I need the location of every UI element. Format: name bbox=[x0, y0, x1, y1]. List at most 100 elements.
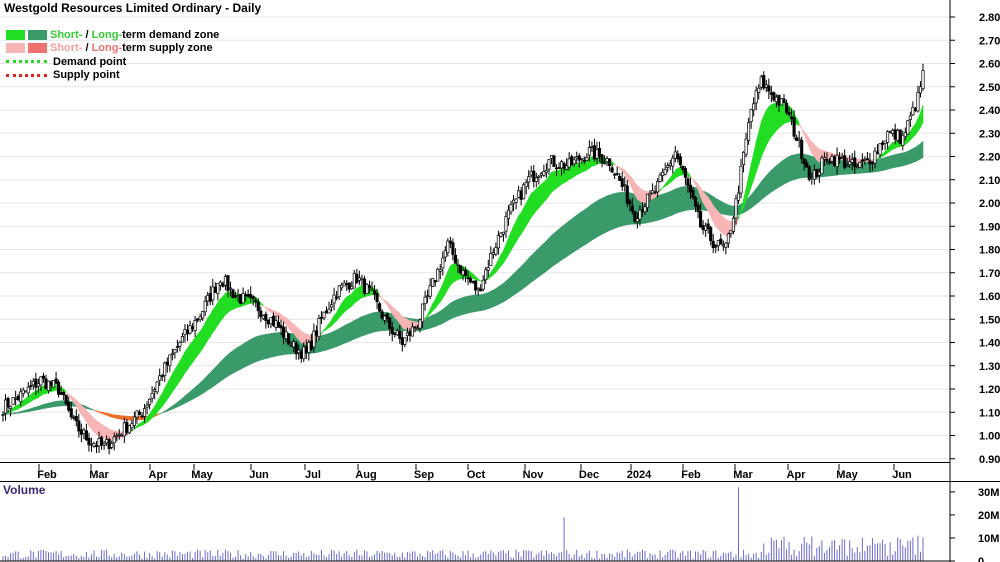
candle-body bbox=[415, 327, 420, 330]
demand-zone-segment bbox=[723, 202, 727, 216]
demand-zone-segment bbox=[781, 159, 785, 187]
candle-body bbox=[261, 315, 265, 319]
candle-body bbox=[474, 280, 478, 291]
demand-zone-segment bbox=[768, 103, 772, 142]
candle-body bbox=[158, 375, 162, 381]
demand-zone-segment bbox=[599, 197, 603, 237]
demand-zone-segment bbox=[450, 301, 454, 320]
demand-zone-segment bbox=[88, 407, 92, 411]
candle-body bbox=[888, 131, 892, 134]
demand-zone-segment bbox=[434, 312, 439, 327]
supply-zone-segment bbox=[801, 127, 805, 136]
demand-zone-segment bbox=[889, 141, 893, 152]
candle-body bbox=[132, 416, 136, 426]
demand-zone-segment bbox=[768, 169, 772, 195]
demand-zone-segment bbox=[680, 186, 684, 213]
demand-zone-segment bbox=[750, 153, 754, 188]
candle-body bbox=[721, 244, 725, 247]
candle-body bbox=[352, 272, 356, 289]
demand-zone-segment bbox=[343, 323, 348, 344]
candle-body bbox=[827, 161, 832, 164]
demand-zone-segment bbox=[189, 388, 193, 402]
demand-zone-segment bbox=[333, 329, 337, 348]
demand-zone-segment bbox=[717, 199, 722, 215]
candle-body bbox=[795, 137, 799, 141]
demand-zone-segment bbox=[586, 205, 590, 245]
demand-zone-segment bbox=[91, 408, 95, 411]
candle-body bbox=[699, 211, 703, 228]
candle-body bbox=[764, 84, 768, 88]
candle-body bbox=[651, 190, 655, 194]
legend-sep: / bbox=[82, 28, 92, 41]
time-tick-label: Apr bbox=[149, 469, 169, 481]
candle-body bbox=[49, 381, 53, 386]
demand-zone-segment bbox=[917, 112, 921, 133]
demand-zone-segment bbox=[159, 392, 163, 411]
time-tick-label: Feb bbox=[681, 469, 701, 481]
demand-zone-segment bbox=[439, 283, 444, 303]
demand-zone-segment bbox=[910, 148, 914, 164]
demand-zone-segment bbox=[43, 403, 47, 409]
candle-body bbox=[613, 173, 617, 176]
demand-zone-segment bbox=[520, 263, 524, 291]
candle-body bbox=[9, 406, 13, 410]
candle-body bbox=[223, 276, 227, 286]
candle-body bbox=[19, 391, 23, 403]
candle-body bbox=[405, 332, 409, 336]
candle-body bbox=[276, 321, 281, 328]
candle-body bbox=[127, 425, 131, 434]
demand-zone-segment bbox=[510, 273, 514, 298]
demand-zone-segment bbox=[920, 104, 924, 128]
demand-zone-segment bbox=[477, 278, 481, 282]
demand-zone-segment bbox=[326, 332, 330, 351]
supply-zone-segment bbox=[639, 187, 643, 204]
demand-zone-segment bbox=[369, 312, 373, 334]
candle-body bbox=[671, 157, 675, 167]
candle-body bbox=[539, 173, 543, 176]
demand-zone-segment bbox=[654, 195, 658, 222]
candle-body bbox=[208, 293, 212, 302]
candle-body bbox=[519, 190, 523, 200]
legend-long-supply-swatch bbox=[28, 43, 47, 54]
candle-body bbox=[615, 173, 619, 175]
candle-body bbox=[29, 385, 33, 388]
demand-zone-segment bbox=[30, 391, 34, 403]
candle-body bbox=[678, 156, 682, 166]
candle-body bbox=[302, 346, 306, 360]
candle-body bbox=[787, 112, 791, 115]
candle-body bbox=[868, 160, 872, 165]
demand-zone-segment bbox=[230, 350, 234, 376]
candle-body bbox=[620, 178, 624, 187]
demand-zone-segment bbox=[902, 151, 906, 167]
candle-body bbox=[481, 279, 485, 290]
demand-zone-segment bbox=[753, 187, 757, 207]
demand-zone-segment bbox=[546, 175, 550, 201]
candle-body bbox=[357, 277, 361, 281]
supply-zone-segment bbox=[637, 184, 641, 202]
candle-body bbox=[62, 391, 66, 396]
demand-zone-segment bbox=[222, 291, 226, 320]
candle-body bbox=[67, 402, 71, 411]
price-tick-label: 1.10 bbox=[979, 407, 1000, 419]
candle-body bbox=[26, 386, 30, 394]
demand-zone-segment bbox=[669, 173, 674, 184]
candle-body bbox=[153, 389, 157, 392]
supply-zone-segment bbox=[629, 174, 633, 190]
time-tick-label: 2024 bbox=[627, 469, 652, 481]
demand-zone-segment bbox=[139, 421, 143, 427]
demand-zone-segment bbox=[27, 408, 32, 412]
candle-body bbox=[456, 263, 460, 266]
demand-zone-segment bbox=[427, 309, 431, 318]
supply-zone-segment bbox=[386, 301, 391, 311]
candle-body bbox=[324, 310, 329, 314]
candle-body bbox=[656, 181, 660, 193]
price-tick-label: 1.40 bbox=[979, 338, 1000, 350]
candle-body bbox=[21, 389, 25, 394]
demand-zone-segment bbox=[351, 319, 355, 341]
candle-body bbox=[350, 285, 354, 290]
candle-body bbox=[319, 316, 324, 319]
volume-tick-label: 0 bbox=[978, 556, 984, 562]
demand-zone-segment bbox=[877, 158, 881, 172]
demand-zone-segment bbox=[621, 191, 626, 227]
price-tick-label: 2.80 bbox=[979, 12, 1000, 24]
